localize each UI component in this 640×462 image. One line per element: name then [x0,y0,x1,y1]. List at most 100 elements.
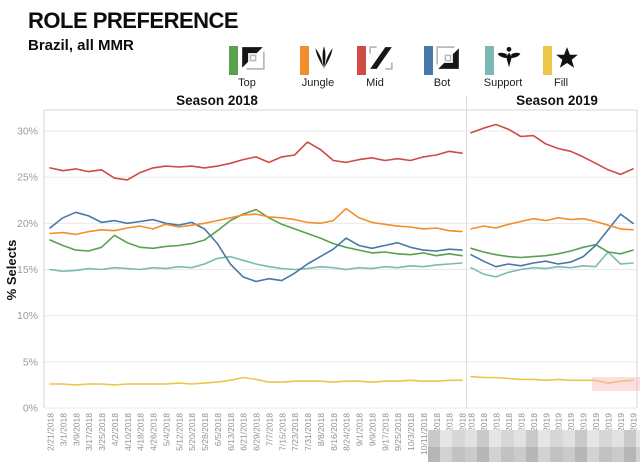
page-title: ROLE PREFERENCE [28,8,239,33]
x-tick-label: 2/21/2018 [46,413,56,451]
x-tick-label: 2019 [579,413,589,432]
x-tick-label: 3/1/2018 [58,413,68,446]
x-tick-label: 8/8/2018 [316,413,326,446]
x-tick-label: 2019 [541,413,551,432]
legend-glyphs [542,45,580,76]
y-tick-label: 10% [17,310,38,322]
legend-item-support[interactable]: Support [481,45,525,89]
legend-glyphs [228,45,266,76]
x-tick-label: 3/9/2018 [71,413,81,446]
x-tick-label: 6/13/2018 [226,413,236,451]
series-line-jungle [470,217,634,231]
legend-glyphs [484,45,522,76]
x-tick-label: 2018 [529,413,539,432]
legend-label: Mid [366,77,384,89]
x-tick-label: 7/7/2018 [264,413,274,446]
legend-item-top[interactable]: Top [225,45,269,89]
y-tick-label: 15% [17,264,38,276]
series-line-jungle [49,207,463,236]
legend-label: Support [483,77,523,89]
x-tick-label: 4/2/2018 [110,413,120,446]
legend-label: Jungle [301,77,335,89]
legend-glyphs [423,45,461,75]
x-tick-label: 2019 [604,413,614,432]
x-tick-label: 8/16/2018 [329,413,339,451]
x-tick-label: 4/18/2018 [136,413,146,451]
legend-label: Bot [433,77,451,89]
top-color-swatch [228,45,238,75]
series-line-mid [49,141,463,181]
x-tick-label: 10/3/2018 [406,413,416,451]
x-tick-label: 2019 [554,413,564,432]
x-tick-label: 2018 [479,413,489,432]
series-line-support [49,255,463,273]
x-tick-label: 5/20/2018 [187,413,197,451]
series-line-bot [470,213,634,268]
season-label: Season 2019 [516,93,598,108]
legend-item-mid[interactable]: Mid [353,45,397,89]
x-tick-label: 3/17/2018 [84,413,94,451]
support-color-swatch [484,45,494,75]
x-tick-label: 6/29/2018 [252,413,262,451]
legend-label: Fill [553,77,569,89]
series-line-mid [470,123,634,176]
legend-item-jungle[interactable]: Jungle [296,45,340,89]
fill-icon [554,45,580,76]
series-line-bot [49,211,463,283]
jungle-color-swatch [299,45,309,75]
x-tick-label: 6/21/2018 [239,413,249,451]
x-tick-label: 6/5/2018 [213,413,223,446]
x-tick-label: 9/1/2018 [355,413,365,446]
x-tick-label: 2018 [491,413,501,432]
series-line-top [470,243,634,259]
y-axis-title: % Selects [4,240,19,301]
fill-color-swatch [542,45,552,75]
x-tick-label: 2019 [629,413,639,432]
legend-glyphs [356,45,394,76]
bot-color-swatch [423,45,433,75]
x-tick-label: 2018 [516,413,526,432]
series-line-top [49,208,463,257]
mid-lane-icon [368,45,394,76]
x-tick-label: 2019 [566,413,576,432]
series-line-support [470,251,634,278]
x-tick-label: 5/28/2018 [200,413,210,451]
x-tick-label: 5/4/2018 [161,413,171,446]
x-tick-label: 4/26/2018 [149,413,159,451]
legend-glyphs [299,45,337,76]
x-tick-label: 7/23/2018 [290,413,300,451]
y-tick-label: 25% [17,172,38,184]
x-tick-label: 7/15/2018 [277,413,287,451]
jungle-icon [311,45,337,76]
season-label: Season 2018 [176,93,258,108]
legend-item-bot[interactable]: Bot [420,45,464,89]
x-tick-label: 9/17/2018 [380,413,390,451]
series-line-fill [49,376,463,386]
x-tick-label: 2018 [458,413,468,432]
y-tick-label: 20% [17,218,38,230]
censored-watermark [428,430,640,462]
x-tick-label: 9/9/2018 [367,413,377,446]
top-lane-icon [240,45,266,76]
x-tick-label: 3/25/2018 [97,413,107,451]
y-tick-label: 5% [23,356,38,368]
x-tick-label: 2019 [591,413,601,432]
x-tick-label: 2018 [504,413,514,432]
y-tick-label: 0% [23,403,38,415]
legend-item-fill[interactable]: Fill [539,45,583,89]
x-tick-label: 10/11/2018 [419,413,429,455]
x-tick-label: 7/31/2018 [303,413,313,451]
page-subtitle: Brazil, all MMR [28,37,134,54]
y-tick-label: 30% [17,126,38,138]
legend-label: Top [238,77,256,89]
x-tick-label: 5/12/2018 [174,413,184,451]
series-line-fill [470,375,634,384]
mid-color-swatch [356,45,366,75]
support-icon [496,45,522,76]
censored-watermark-tint [592,377,640,391]
x-tick-label: 8/24/2018 [342,413,352,451]
x-tick-label: 9/25/2018 [393,413,403,451]
x-tick-label: 2019 [616,413,626,432]
